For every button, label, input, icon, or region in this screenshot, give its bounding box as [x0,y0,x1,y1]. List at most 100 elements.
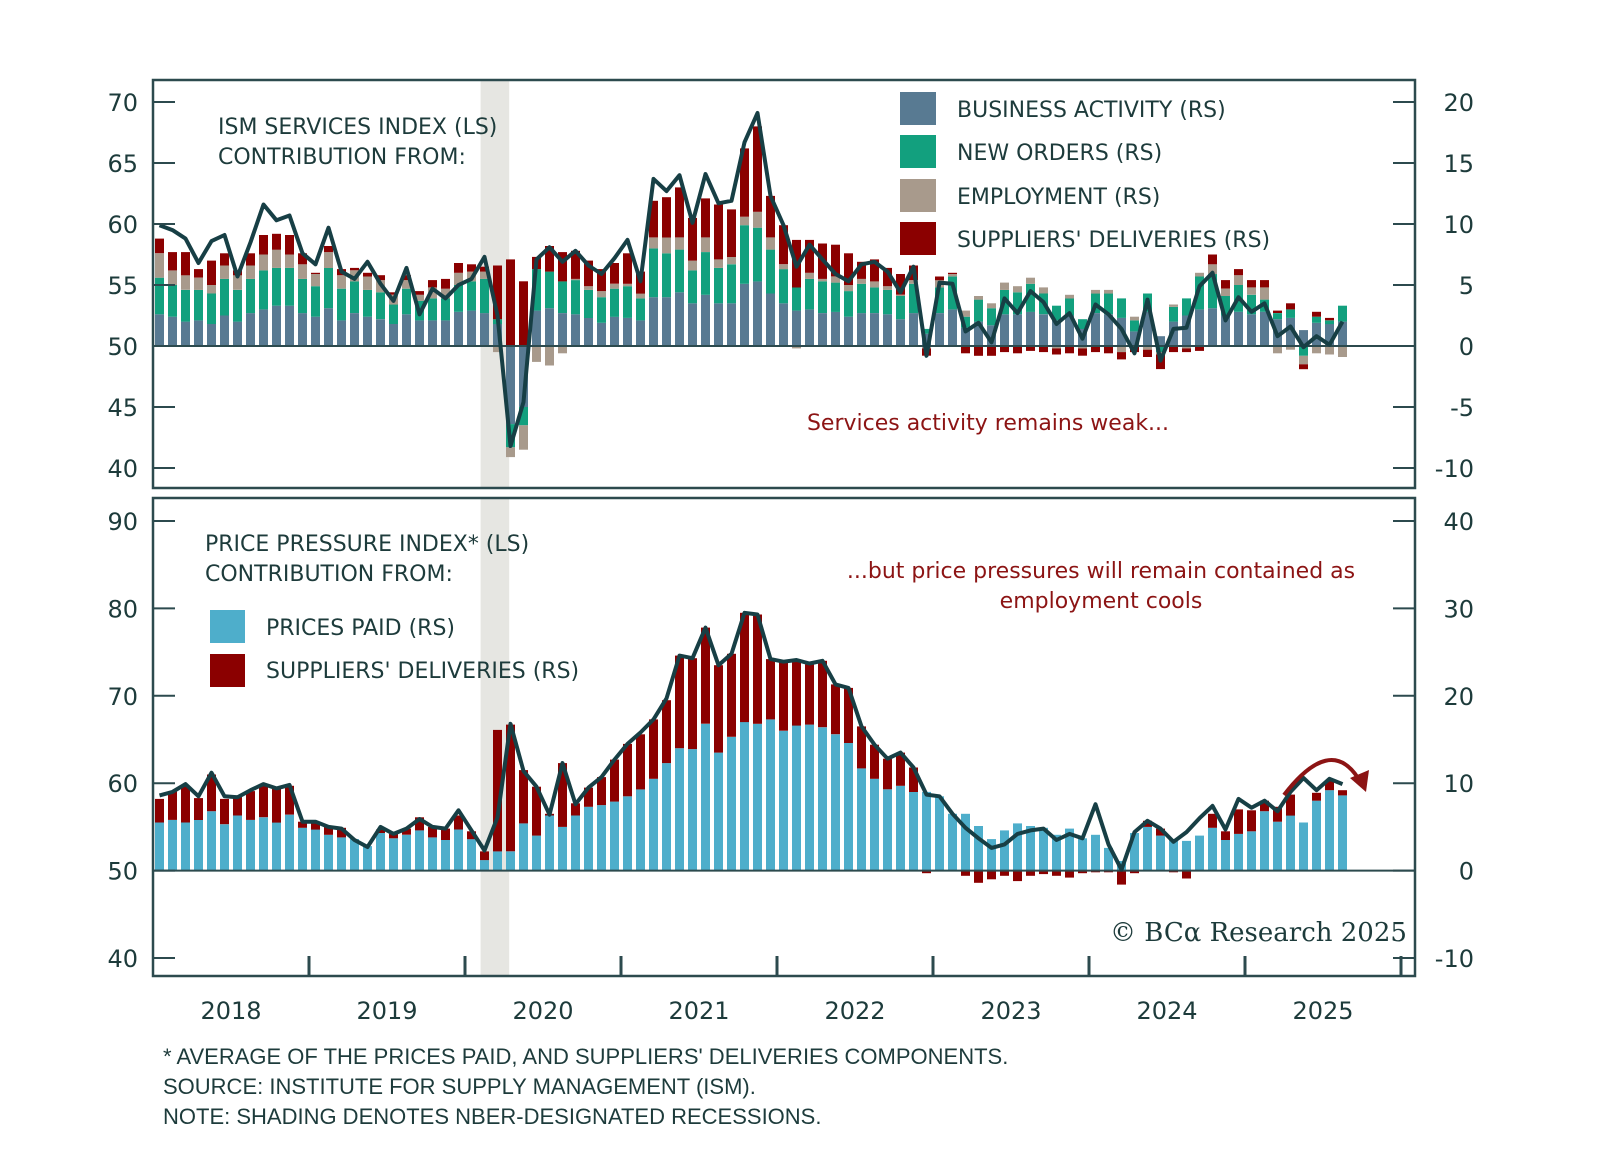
bar-segment-business-activity [428,320,437,346]
bar-segment-new-orders [623,286,632,318]
bar-segment-employment [454,272,463,285]
annotation-price-line-2: employment cools [1000,589,1203,614]
bar-segment-suppliers-deliveries [792,660,801,726]
bar-segment-suppliers-deliveries [155,798,164,823]
left-tick-label: 45 [107,394,138,422]
bar-segment-employment [181,275,190,290]
bar-segment-employment [766,237,775,250]
bar-segment-new-orders [1130,320,1139,332]
bar-segment-employment [1208,264,1217,275]
bar-segment-prices-paid [428,837,437,871]
bar-segment-suppliers-deliveries [844,253,853,285]
bar-segment-suppliers-deliveries [272,233,281,250]
bar-segment-suppliers-deliveries [194,798,203,820]
annotation-services-weak: Services activity remains weak... [807,411,1169,436]
bar-segment-business-activity [1299,330,1308,346]
bar-segment-new-orders [1117,298,1126,318]
bar-segment-suppliers-deliveries [350,267,359,271]
bar-segment-employment [233,275,242,290]
bar-segment-business-activity [233,321,242,346]
bar-segment-employment [220,265,229,279]
year-label: 2018 [200,997,261,1025]
annotation-price-line-1: ...but price pressures will remain conta… [847,559,1355,584]
bar-segment-suppliers-deliveries [571,803,580,816]
bar-segment-business-activity [467,310,476,346]
bar-segment-employment [662,237,671,254]
bar-segment-employment [519,425,528,450]
bar-segment-business-activity [623,317,632,346]
bar-segment-suppliers-deliveries [298,253,307,265]
bar-segment-suppliers-deliveries [506,724,515,852]
bar-segment-employment [779,264,788,270]
bar-segment-new-orders [636,298,645,321]
bar-segment-new-orders [805,278,814,310]
bar-segment-business-activity [1260,311,1269,346]
bar-segment-new-orders [1208,274,1217,309]
year-label: 2020 [512,997,573,1025]
bar-segment-employment [1143,346,1152,350]
right-tick-label: -5 [1450,394,1474,422]
bar-segment-suppliers-deliveries [1247,280,1256,288]
bar-segment-business-activity [337,320,346,346]
bar-segment-suppliers-deliveries [1013,870,1022,882]
bar-segment-business-activity [922,333,931,346]
bar-segment-new-orders [1052,305,1061,321]
bar-segment-employment [597,291,606,298]
bar-segment-suppliers-deliveries [311,272,320,274]
bar-segment-suppliers-deliveries [1208,254,1217,265]
bar-segment-employment [402,280,411,289]
bar-segment-new-orders [662,253,671,298]
bar-segment-new-orders [831,282,840,312]
bar-segment-employment [714,259,723,268]
ism-services-line [158,111,1345,448]
bar-segment-employment [272,249,281,268]
bar-segment-suppliers-deliveries [519,770,528,824]
right-tick-label: 10 [1443,770,1474,798]
bar-segment-prices-paid [337,837,346,871]
bar-segment-business-activity [896,319,905,346]
year-label: 2022 [824,997,885,1025]
bar-segment-suppliers-deliveries [1000,870,1009,876]
bar-segment-new-orders [259,270,268,310]
bar-segment-business-activity [610,316,619,346]
bar-segment-prices-paid [675,748,684,871]
bar-segment-prices-paid [792,725,801,871]
legend-label-prices-paid: PRICES PAID (RS) [266,616,455,641]
right-tick-label: 5 [1459,272,1474,300]
bar-segment-suppliers-deliveries [688,658,697,750]
bar-segment-employment [506,447,515,458]
bar-segment-business-activity [831,311,840,346]
bar-segment-suppliers-deliveries [324,246,333,253]
bar-segment-new-orders [285,267,294,306]
bar-segment-new-orders [155,277,164,315]
bar-segment-suppliers-deliveries [779,225,788,265]
bar-segment-new-orders [753,227,762,282]
bar-segment-new-orders [1026,283,1035,312]
bar-segment-suppliers-deliveries [740,148,749,217]
left-tick-label: 60 [107,770,138,798]
bar-segment-business-activity [792,310,801,346]
bar-segment-suppliers-deliveries [610,263,619,284]
bar-segment-prices-paid [519,823,528,871]
panel-subtitle: CONTRIBUTION FROM: [205,562,453,587]
bar-segment-business-activity [961,327,970,346]
bar-segment-suppliers-deliveries [1039,870,1048,875]
bar-segment-business-activity [454,311,463,346]
year-label: 2019 [356,997,417,1025]
bar-segment-new-orders [363,289,372,317]
bar-segment-business-activity [779,303,788,346]
bar-segment-business-activity [1065,315,1074,346]
bar-segment-business-activity [597,322,606,346]
bar-segment-suppliers-deliveries [987,870,996,880]
bar-segment-suppliers-deliveries [389,292,398,295]
bar-segment-new-orders [558,281,567,313]
bar-segment-new-orders [948,276,957,310]
bar-segment-suppliers-deliveries [1273,310,1282,313]
bar-segment-business-activity [688,303,697,346]
bar-segment-prices-paid [532,835,541,871]
bar-segment-employment [961,310,970,317]
bar-segment-suppliers-deliveries [961,870,970,876]
bar-segment-new-orders [1013,292,1022,315]
bar-segment-prices-paid [1325,790,1334,871]
